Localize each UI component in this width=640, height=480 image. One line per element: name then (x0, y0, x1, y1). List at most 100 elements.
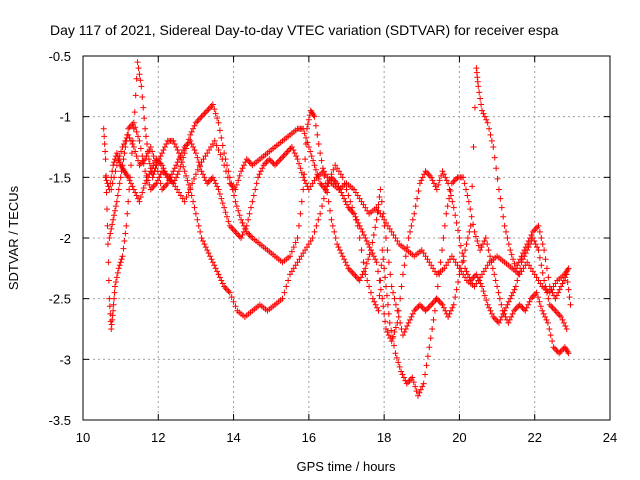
data-point (374, 304, 381, 311)
data-point (416, 180, 423, 187)
data-point (305, 144, 312, 150)
data-point (443, 177, 450, 184)
data-point (450, 178, 457, 185)
data-point (379, 213, 386, 220)
data-point (146, 181, 153, 188)
data-point (527, 265, 534, 272)
data-point (190, 125, 197, 132)
data-point (378, 198, 385, 205)
data-point (317, 180, 324, 187)
data-point (473, 271, 480, 278)
data-point (413, 388, 420, 395)
data-point (288, 268, 295, 275)
data-point (481, 113, 488, 120)
data-point (328, 216, 335, 223)
data-point (369, 239, 376, 246)
data-point (235, 177, 242, 184)
data-point (549, 338, 556, 345)
data-point (188, 192, 195, 199)
data-point (375, 207, 382, 214)
data-point (318, 157, 325, 164)
data-point (160, 184, 167, 191)
data-point (142, 125, 149, 132)
data-point (384, 301, 391, 308)
data-point (141, 115, 148, 122)
data-point (447, 192, 454, 199)
data-point (239, 219, 246, 226)
data-point (481, 292, 488, 299)
data-point (440, 235, 447, 241)
data-point (535, 222, 542, 229)
data-point (391, 342, 398, 349)
data-point (431, 307, 438, 314)
data-point (149, 165, 156, 172)
data-point (128, 150, 135, 157)
data-point (559, 280, 566, 287)
data-point (337, 171, 344, 178)
data-point (370, 231, 377, 238)
data-point (223, 168, 230, 175)
data-point (115, 265, 122, 272)
data-point (514, 277, 521, 284)
data-point (129, 140, 136, 147)
data-point (424, 256, 431, 263)
data-point (433, 295, 440, 302)
data-point (443, 262, 450, 269)
data-point (395, 313, 402, 320)
data-point (129, 183, 136, 190)
data-point (192, 150, 199, 157)
data-point (417, 386, 424, 393)
data-point (110, 307, 117, 314)
data-point (205, 250, 212, 257)
data-point (118, 256, 125, 263)
data-point (312, 166, 319, 173)
data-point (390, 333, 397, 340)
data-point (565, 265, 572, 272)
data-point (552, 307, 559, 314)
data-point (529, 268, 536, 275)
data-point (519, 256, 526, 263)
data-point (402, 326, 409, 332)
data-point (505, 298, 512, 305)
data-point (527, 295, 534, 302)
data-point (381, 216, 388, 223)
data-point (173, 144, 180, 150)
data-point (564, 278, 571, 285)
data-point (173, 162, 180, 169)
data-point (476, 89, 483, 96)
data-point (396, 363, 403, 370)
data-point (555, 289, 562, 296)
data-point (392, 350, 399, 357)
data-point (467, 222, 474, 229)
data-point (556, 286, 563, 293)
data-point (304, 139, 311, 146)
data-point (159, 162, 166, 169)
data-point (505, 319, 512, 326)
data-point (373, 216, 380, 223)
data-point (209, 140, 216, 147)
data-point (553, 309, 560, 316)
data-point (280, 153, 287, 160)
data-point (292, 239, 299, 246)
data-point (294, 235, 301, 241)
data-point (459, 259, 466, 266)
data-point (480, 110, 487, 117)
data-point (111, 207, 118, 214)
data-point (124, 210, 131, 217)
data-point (117, 259, 124, 266)
data-point (260, 162, 267, 169)
data-point (433, 186, 440, 193)
data-point (369, 295, 376, 302)
data-point (157, 153, 164, 160)
data-point (320, 168, 327, 175)
data-point (211, 106, 218, 113)
data-point (180, 154, 187, 161)
data-point (187, 137, 194, 144)
data-point (548, 286, 555, 293)
data-point (450, 301, 457, 308)
data-point (550, 283, 557, 290)
data-point (122, 230, 129, 237)
y-tick-label: -1 (59, 110, 71, 125)
data-point (107, 230, 114, 237)
data-point (443, 210, 450, 217)
